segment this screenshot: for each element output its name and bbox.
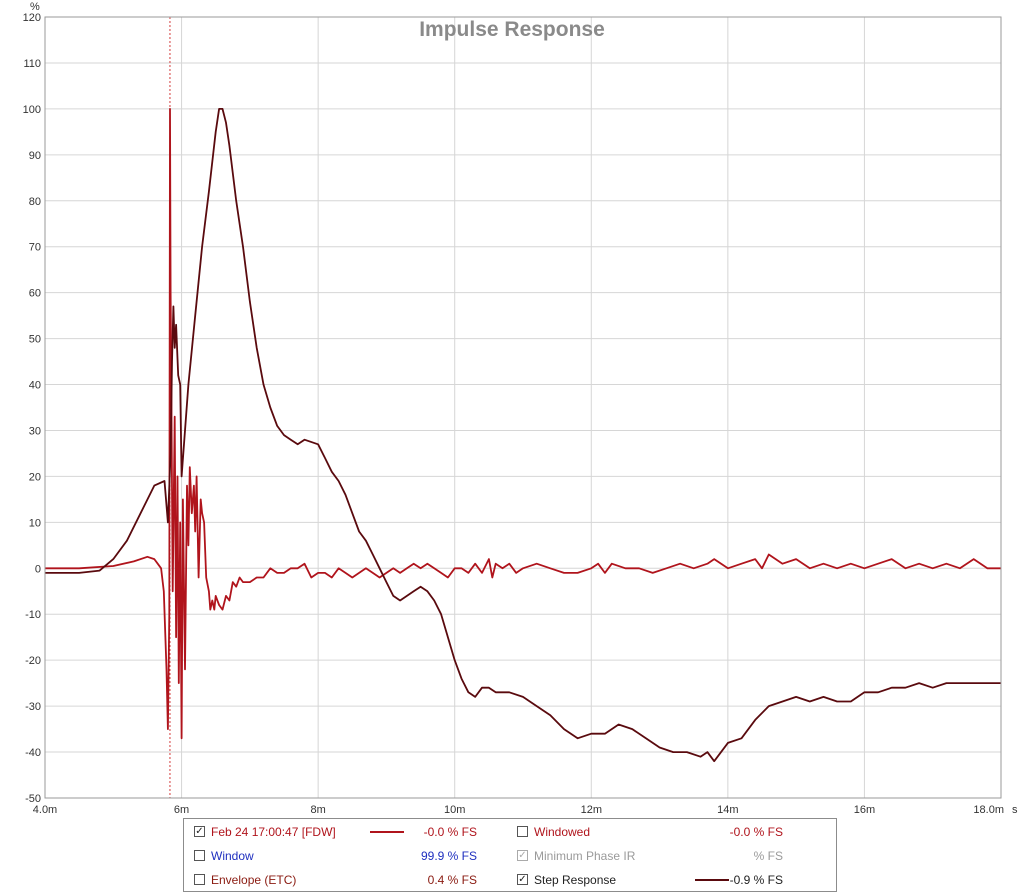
x-axis-ticks: 4.0m 6m 8m 10m 12m 14m 16m 18.0m [33,804,1004,816]
plot-series [45,17,1001,798]
y-tick-label: 60 [29,288,41,300]
feb24-fdw-line-swatch [370,831,404,833]
x-unit-label: s [1012,804,1018,816]
x-tick-label: 16m [854,804,875,816]
envelope-etc-checkbox[interactable] [194,874,205,885]
legend-row: ✓ Feb 24 17:00:47 [FDW] -0.0 % FS Window… [184,820,836,844]
legend-item-feb24-fdw: ✓ Feb 24 17:00:47 [FDW] -0.0 % FS [184,820,511,844]
y-tick-label: 40 [29,380,41,392]
legend-panel: ✓ Feb 24 17:00:47 [FDW] -0.0 % FS Window… [183,818,837,892]
y-tick-label: 20 [29,471,41,483]
y-tick-label: 30 [29,425,41,437]
y-tick-label: 0 [35,563,41,575]
window-checkbox[interactable] [194,850,205,861]
y-tick-label: 50 [29,334,41,346]
envelope-etc-value: 0.4 % FS [427,873,477,887]
y-tick-label: -30 [25,701,41,713]
x-tick-label: 8m [311,804,326,816]
y-tick-label: -20 [25,655,41,667]
x-tick-label: 14m [717,804,738,816]
y-tick-label: 80 [29,196,41,208]
window-value: 99.9 % FS [420,849,477,863]
y-tick-label: 100 [23,104,41,116]
plot-frame [44,16,1002,799]
impulse-series-line [45,108,1001,740]
feb24-fdw-checkbox[interactable]: ✓ [194,826,205,837]
y-unit-label: % [30,1,40,13]
x-tick-label: 6m [174,804,189,816]
step-response-label: Step Response [534,873,617,887]
legend-item-step-response: ✓ Step Response -0.9 % FS [511,868,838,892]
step-response-line-swatch [695,879,729,881]
windowed-label: Windowed [534,825,591,839]
step-response-series-line [45,108,1001,763]
legend-item-windowed: Windowed -0.0 % FS [511,820,838,844]
x-tick-label: 10m [444,804,465,816]
legend-item-envelope-etc: Envelope (ETC) 0.4 % FS [184,868,511,892]
minimum-phase-ir-label: Minimum Phase IR [534,849,636,863]
y-tick-label: -40 [25,747,41,759]
y-tick-label: -10 [25,609,41,621]
windowed-value: -0.0 % FS [729,825,783,839]
x-tick-label: 12m [581,804,602,816]
minimum-phase-ir-value: % FS [753,849,783,863]
y-tick-label: 10 [29,517,41,529]
envelope-etc-label: Envelope (ETC) [211,873,297,887]
legend-row: Window 99.9 % FS ✓ Minimum Phase IR % FS [184,844,836,868]
feb24-fdw-value: -0.0 % FS [423,825,477,839]
y-tick-label: 70 [29,242,41,254]
impulse-response-chart: -50 -40 -30 -20 -10 0 10 20 30 40 50 60 70 80 90 100 110… [23,1,1018,816]
y-tick-label: 110 [23,58,41,70]
window-label: Window [211,849,254,863]
y-tick-label: -50 [25,793,41,805]
step-response-checkbox[interactable]: ✓ [517,874,528,885]
y-axis-ticks: -50 -40 -30 -20 -10 0 10 20 30 40 50 60 70 80 90 100 110… [23,12,41,805]
y-tick-label: 120 [23,12,41,24]
minimum-phase-ir-checkbox: ✓ [517,850,528,861]
legend-row: Envelope (ETC) 0.4 % FS ✓ Step Response … [184,868,836,892]
grid-lines [45,16,1001,799]
windowed-checkbox[interactable] [517,826,528,837]
legend-item-window: Window 99.9 % FS [184,844,511,868]
x-tick-label: 4.0m [33,804,57,816]
x-tick-label: 18.0m [973,804,1004,816]
feb24-fdw-label: Feb 24 17:00:47 [FDW] [211,825,336,839]
step-response-value: -0.9 % FS [729,873,783,887]
legend-item-minimum-phase-ir: ✓ Minimum Phase IR % FS [511,844,838,868]
chart-title: Impulse Response [419,18,605,41]
y-tick-label: 90 [29,150,41,162]
